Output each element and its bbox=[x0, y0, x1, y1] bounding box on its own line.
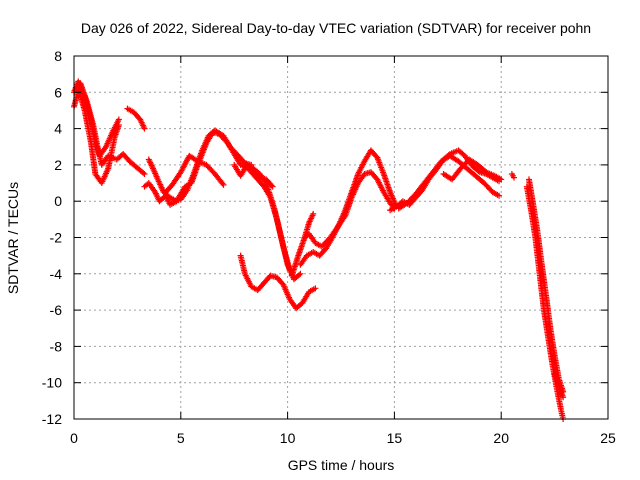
y-axis-label: SDTVAR / TECUs bbox=[5, 182, 21, 294]
x-axis-label: GPS time / hours bbox=[288, 457, 395, 473]
y-tick-label: -8 bbox=[50, 338, 63, 354]
data-point bbox=[310, 210, 317, 217]
series-arc-15 bbox=[395, 152, 503, 212]
data-point bbox=[220, 181, 227, 188]
y-tick-label: -10 bbox=[42, 375, 62, 391]
grid bbox=[74, 56, 608, 419]
x-tick-label: 25 bbox=[600, 430, 616, 446]
chart-title: Day 026 of 2022, Sidereal Day-to-day VTE… bbox=[81, 20, 591, 36]
y-tick-label: 6 bbox=[54, 84, 62, 100]
y-tick-label: 8 bbox=[54, 48, 62, 64]
y-tick-label: 0 bbox=[54, 193, 62, 209]
series-arc-17 bbox=[508, 170, 518, 181]
series-arc-7 bbox=[162, 152, 227, 196]
data-point bbox=[312, 285, 319, 292]
series-arc-9 bbox=[241, 161, 293, 274]
series-arc-20 bbox=[551, 370, 567, 401]
series-arc-5 bbox=[145, 127, 255, 205]
y-tick-label: 2 bbox=[54, 157, 62, 173]
series-arc-3 bbox=[75, 85, 122, 187]
series-arc-6 bbox=[141, 129, 276, 208]
x-tick-label: 15 bbox=[387, 430, 403, 446]
data-point bbox=[141, 170, 148, 177]
data-point bbox=[297, 270, 304, 277]
series-arc-16 bbox=[440, 156, 505, 183]
data-point bbox=[496, 192, 503, 199]
y-tick-label: -12 bbox=[42, 411, 62, 427]
data-point bbox=[115, 121, 122, 128]
data-point bbox=[560, 394, 567, 401]
data-point bbox=[269, 183, 276, 190]
data-point bbox=[140, 169, 147, 176]
y-tick-label: 4 bbox=[54, 121, 62, 137]
data-point bbox=[498, 176, 505, 183]
data-points bbox=[71, 78, 567, 422]
series-arc-12 bbox=[297, 147, 400, 268]
data-point bbox=[219, 180, 226, 187]
series-arc-10 bbox=[237, 252, 319, 312]
y-tick-label: -6 bbox=[50, 302, 63, 318]
data-point bbox=[296, 271, 303, 278]
series-arc-13 bbox=[301, 210, 317, 241]
axis-ticks: 0 5 10 15 20 25 -12 -10 -8 -6 -4 -2 0 2 4 6 8 bbox=[42, 48, 616, 446]
x-tick-label: 5 bbox=[177, 430, 185, 446]
x-tick-label: 10 bbox=[280, 430, 296, 446]
y-tick-label: -4 bbox=[50, 266, 63, 282]
data-point bbox=[268, 182, 275, 189]
data-point bbox=[286, 267, 293, 274]
series-arc-4 bbox=[124, 105, 148, 132]
data-point bbox=[141, 125, 148, 132]
y-tick-label: -2 bbox=[50, 230, 63, 246]
x-tick-label: 20 bbox=[493, 430, 509, 446]
data-point bbox=[511, 174, 518, 181]
data-point bbox=[115, 116, 122, 123]
series-arc-19 bbox=[525, 176, 567, 395]
x-tick-label: 0 bbox=[70, 430, 78, 446]
